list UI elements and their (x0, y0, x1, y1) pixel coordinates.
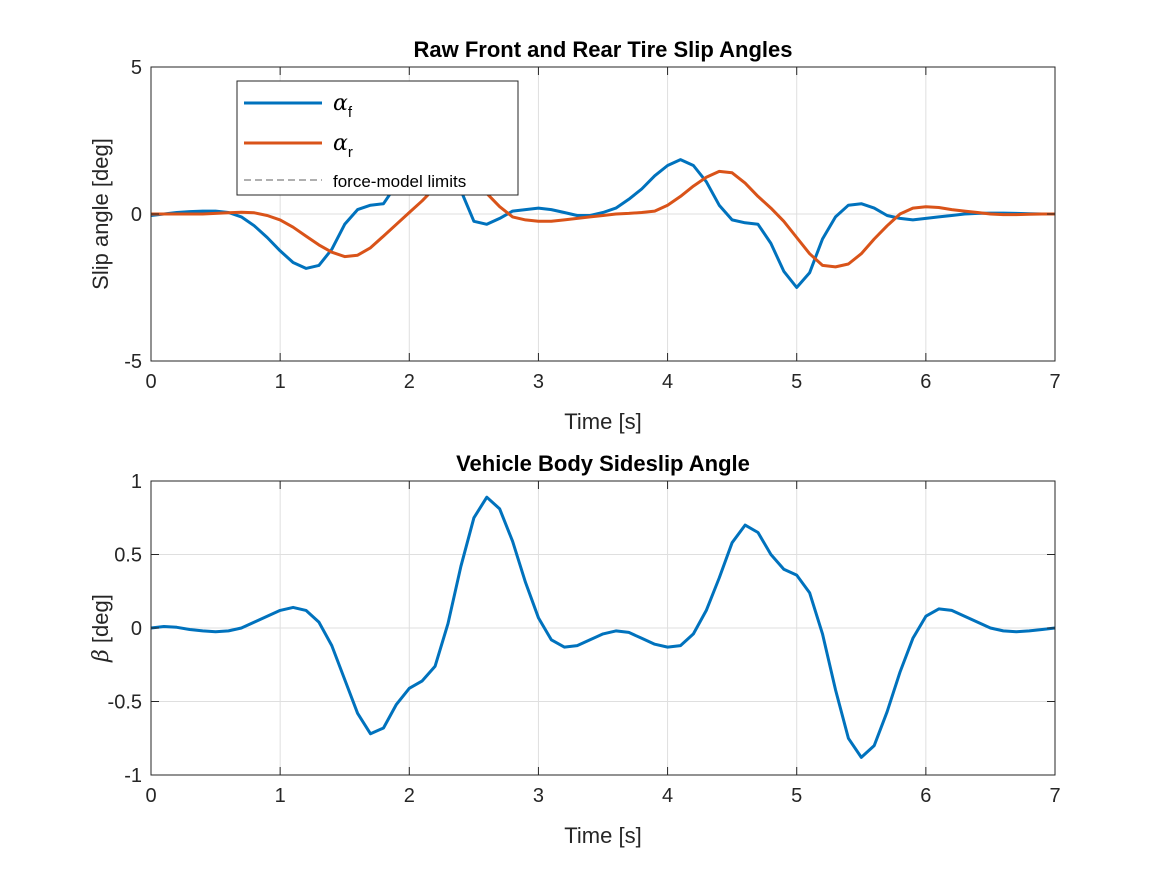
x-axis-label: Time [s] (564, 409, 641, 434)
x-axis-label: Time [s] (564, 823, 641, 848)
x-tick-label: 0 (145, 785, 156, 807)
x-tick-label: 7 (1049, 785, 1060, 807)
y-axis-label: β [deg] (88, 594, 114, 663)
legend: αf αr force-model limits (236, 80, 519, 196)
tick-labels: 0 1 2 3 4 5 6 7 -1 -0.5 0 0.5 1 (108, 471, 1061, 807)
tick-labels: 0 1 2 3 4 5 6 7-505 (124, 57, 1060, 393)
y-axis-unit: [deg] (88, 594, 113, 643)
slip-angle-plot: 0 1 2 3 4 5 6 7-505 Raw Front and Rear Tire Sli… (88, 37, 1061, 434)
x-tick-label: 0 (145, 371, 156, 393)
x-tick-label: 4 (662, 371, 673, 393)
y-axis-symbol: β (89, 649, 114, 663)
x-tick-label: 7 (1049, 371, 1060, 393)
series-line-0 (150, 495, 1056, 759)
chart-title: Vehicle Body Sideslip Angle (456, 451, 750, 476)
y-tick-label: 1 (131, 471, 142, 493)
y-tick-label: 0.5 (114, 545, 142, 567)
x-tick-label: 5 (791, 785, 802, 807)
x-tick-label: 5 (791, 371, 802, 393)
legend-label-alpha-r: αr (333, 131, 353, 161)
y-tick-label: -0.5 (108, 692, 142, 714)
series-lines (150, 495, 1056, 759)
legend-label-limits: force-model limits (333, 172, 466, 191)
x-tick-label: 1 (275, 371, 286, 393)
series-line-0 (150, 147, 1055, 289)
x-tick-label: 3 (533, 371, 544, 393)
series-line-1 (151, 169, 1055, 269)
legend-label-alpha-f: αf (333, 91, 353, 121)
x-tick-label: 2 (404, 785, 415, 807)
y-tick-label: 0 (131, 618, 142, 640)
x-tick-label: 6 (920, 785, 931, 807)
x-tick-label: 2 (404, 371, 415, 393)
y-tick-label: 5 (131, 57, 142, 79)
y-axis-label: Slip angle [deg] (88, 138, 113, 290)
sideslip-angle-plot: 0 1 2 3 4 5 6 7 -1 -0.5 0 0.5 1 Vehicle Body Sidesli… (88, 451, 1061, 848)
legend-box (236, 80, 519, 196)
x-tick-label: 1 (275, 785, 286, 807)
y-tick-label: 0 (131, 204, 142, 226)
y-tick-label: -1 (124, 765, 142, 787)
x-tick-label: 4 (662, 785, 673, 807)
x-tick-label: 6 (920, 371, 931, 393)
y-tick-label: -5 (124, 351, 142, 373)
series-lines (150, 147, 1055, 289)
x-tick-label: 3 (533, 785, 544, 807)
chart-title: Raw Front and Rear Tire Slip Angles (414, 37, 793, 62)
